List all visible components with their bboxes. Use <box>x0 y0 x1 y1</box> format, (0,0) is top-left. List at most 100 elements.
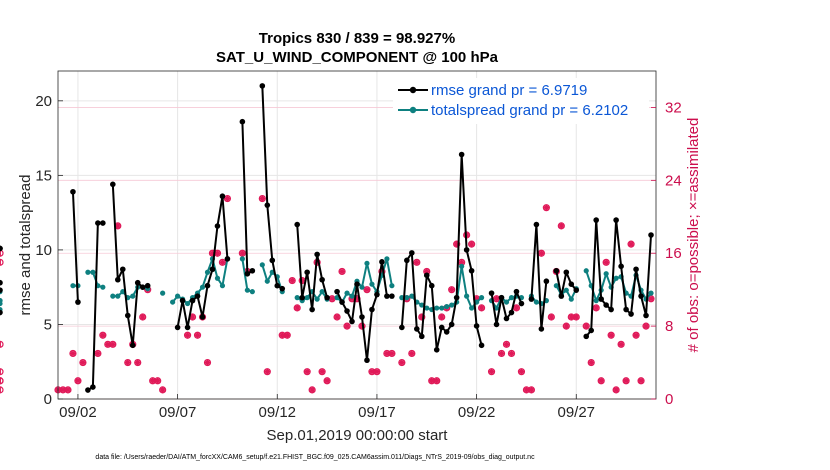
rmse-point <box>448 321 455 328</box>
obs-assimilated-point <box>289 277 296 284</box>
rmse-point <box>224 256 231 262</box>
rmse-point <box>628 311 634 317</box>
rmse-point <box>264 202 271 208</box>
totalspread-point <box>214 275 221 281</box>
x-tick-label: 09/27 <box>557 404 595 421</box>
obs-assimilated-point <box>558 222 565 230</box>
rmse-point <box>433 347 440 353</box>
rmse-point <box>573 287 580 293</box>
y-tick-label: 20 <box>35 93 52 110</box>
totalspread-point <box>583 268 589 274</box>
totalspread-point <box>553 283 559 289</box>
rmse-point <box>319 276 325 283</box>
rmse-point <box>274 282 281 289</box>
obs-assimilated-point <box>503 341 510 348</box>
totalspread-point <box>249 289 255 295</box>
rmse-point <box>219 193 226 200</box>
rmse-point <box>488 290 495 296</box>
totalspread-point <box>389 283 395 289</box>
rmse-point <box>623 306 629 313</box>
rmse-point <box>70 188 76 195</box>
rmse-point <box>533 221 540 228</box>
rmse-point <box>259 83 266 89</box>
obs-assimilated-point <box>184 332 191 339</box>
rmse-point <box>583 333 590 340</box>
totalspread-point <box>199 284 206 290</box>
totalspread-point <box>364 260 370 266</box>
y-right-tick-label: 24 <box>665 172 682 189</box>
rmse-point <box>508 309 515 316</box>
totalspread-point <box>493 305 500 311</box>
rmse-point <box>0 245 3 252</box>
obs-assimilated-point <box>373 368 381 375</box>
totalspread-point <box>219 283 226 289</box>
rmse-point <box>404 257 410 264</box>
obs-possible-point <box>0 368 4 376</box>
y-tick-label: 15 <box>35 167 52 184</box>
y-axis-left: 0 5 10 15 20 <box>35 93 63 408</box>
obs-assimilated-point <box>363 286 371 293</box>
obs-assimilated-point <box>74 377 82 384</box>
obs-assimilated-point <box>508 350 515 357</box>
rmse-point <box>119 266 126 273</box>
x-axis: 09/02 09/07 09/12 09/17 09/22 09/27 <box>59 394 595 421</box>
obs-assimilated-point <box>433 377 440 384</box>
obs-assimilated-point <box>338 268 346 275</box>
totalspread-point <box>533 299 540 305</box>
totalspread-point <box>563 287 569 293</box>
totalspread-point <box>319 289 325 295</box>
obs-assimilated-point <box>94 350 102 357</box>
rmse-point <box>513 288 520 295</box>
legend-spread-label: totalspread grand pr = 6.2102 <box>431 102 628 119</box>
y-tick-label: 10 <box>35 242 52 259</box>
obs-assimilated-point <box>528 386 535 394</box>
x-tick-label: 09/22 <box>458 404 496 421</box>
rmse-point <box>423 272 430 279</box>
obs-assimilated-point <box>284 332 291 339</box>
obs-assimilated-point <box>413 259 420 266</box>
y-right-tick-label: 16 <box>665 245 682 262</box>
rmse-point <box>324 294 330 301</box>
obs-assimilated-point <box>617 341 625 348</box>
rmse-point <box>204 282 211 289</box>
rmse-point <box>543 278 550 285</box>
rmse-point <box>498 294 505 301</box>
rmse-point <box>124 312 131 319</box>
legend-box <box>393 78 649 124</box>
obs-assimilated-point <box>627 240 635 248</box>
obs-assimilated-point <box>637 377 645 384</box>
rmse-point <box>643 312 649 319</box>
obs-assimilated-point <box>64 386 72 394</box>
obs-assimilated-point <box>134 359 141 366</box>
obs-assimilated-point <box>318 368 326 375</box>
rmse-point <box>199 314 206 320</box>
rmse-point <box>115 276 121 283</box>
rmse-point <box>309 306 315 313</box>
rmse-point <box>0 309 3 316</box>
rmse-point <box>129 342 136 349</box>
rmse-point <box>418 333 425 340</box>
rmse-point <box>453 294 460 301</box>
rmse-point <box>568 281 575 288</box>
legend-spread-marker <box>409 106 417 114</box>
obs-assimilated-point <box>597 377 605 384</box>
rmse-point <box>593 217 599 223</box>
obs-assimilated-point <box>79 359 87 366</box>
obs-assimilated-point <box>607 332 615 339</box>
obs-assimilated-point <box>548 313 555 321</box>
rmse-point <box>588 327 595 334</box>
rmse-point <box>503 315 510 322</box>
obs-assimilated-point <box>59 386 67 394</box>
legend-rmse-label: rmse grand pr = 6.9719 <box>431 82 587 99</box>
obs-assimilated-point <box>588 359 595 366</box>
obs-assimilated-point <box>303 368 311 375</box>
rmse-point <box>279 285 286 292</box>
obs-assimilated-point <box>69 350 77 357</box>
totalspread-point <box>304 295 310 301</box>
obs-assimilated-point <box>259 195 266 202</box>
obs-assimilated-point <box>493 295 500 302</box>
rmse-point <box>214 223 221 229</box>
obs-assimilated-point <box>593 304 600 312</box>
totalspread-point <box>409 293 415 299</box>
